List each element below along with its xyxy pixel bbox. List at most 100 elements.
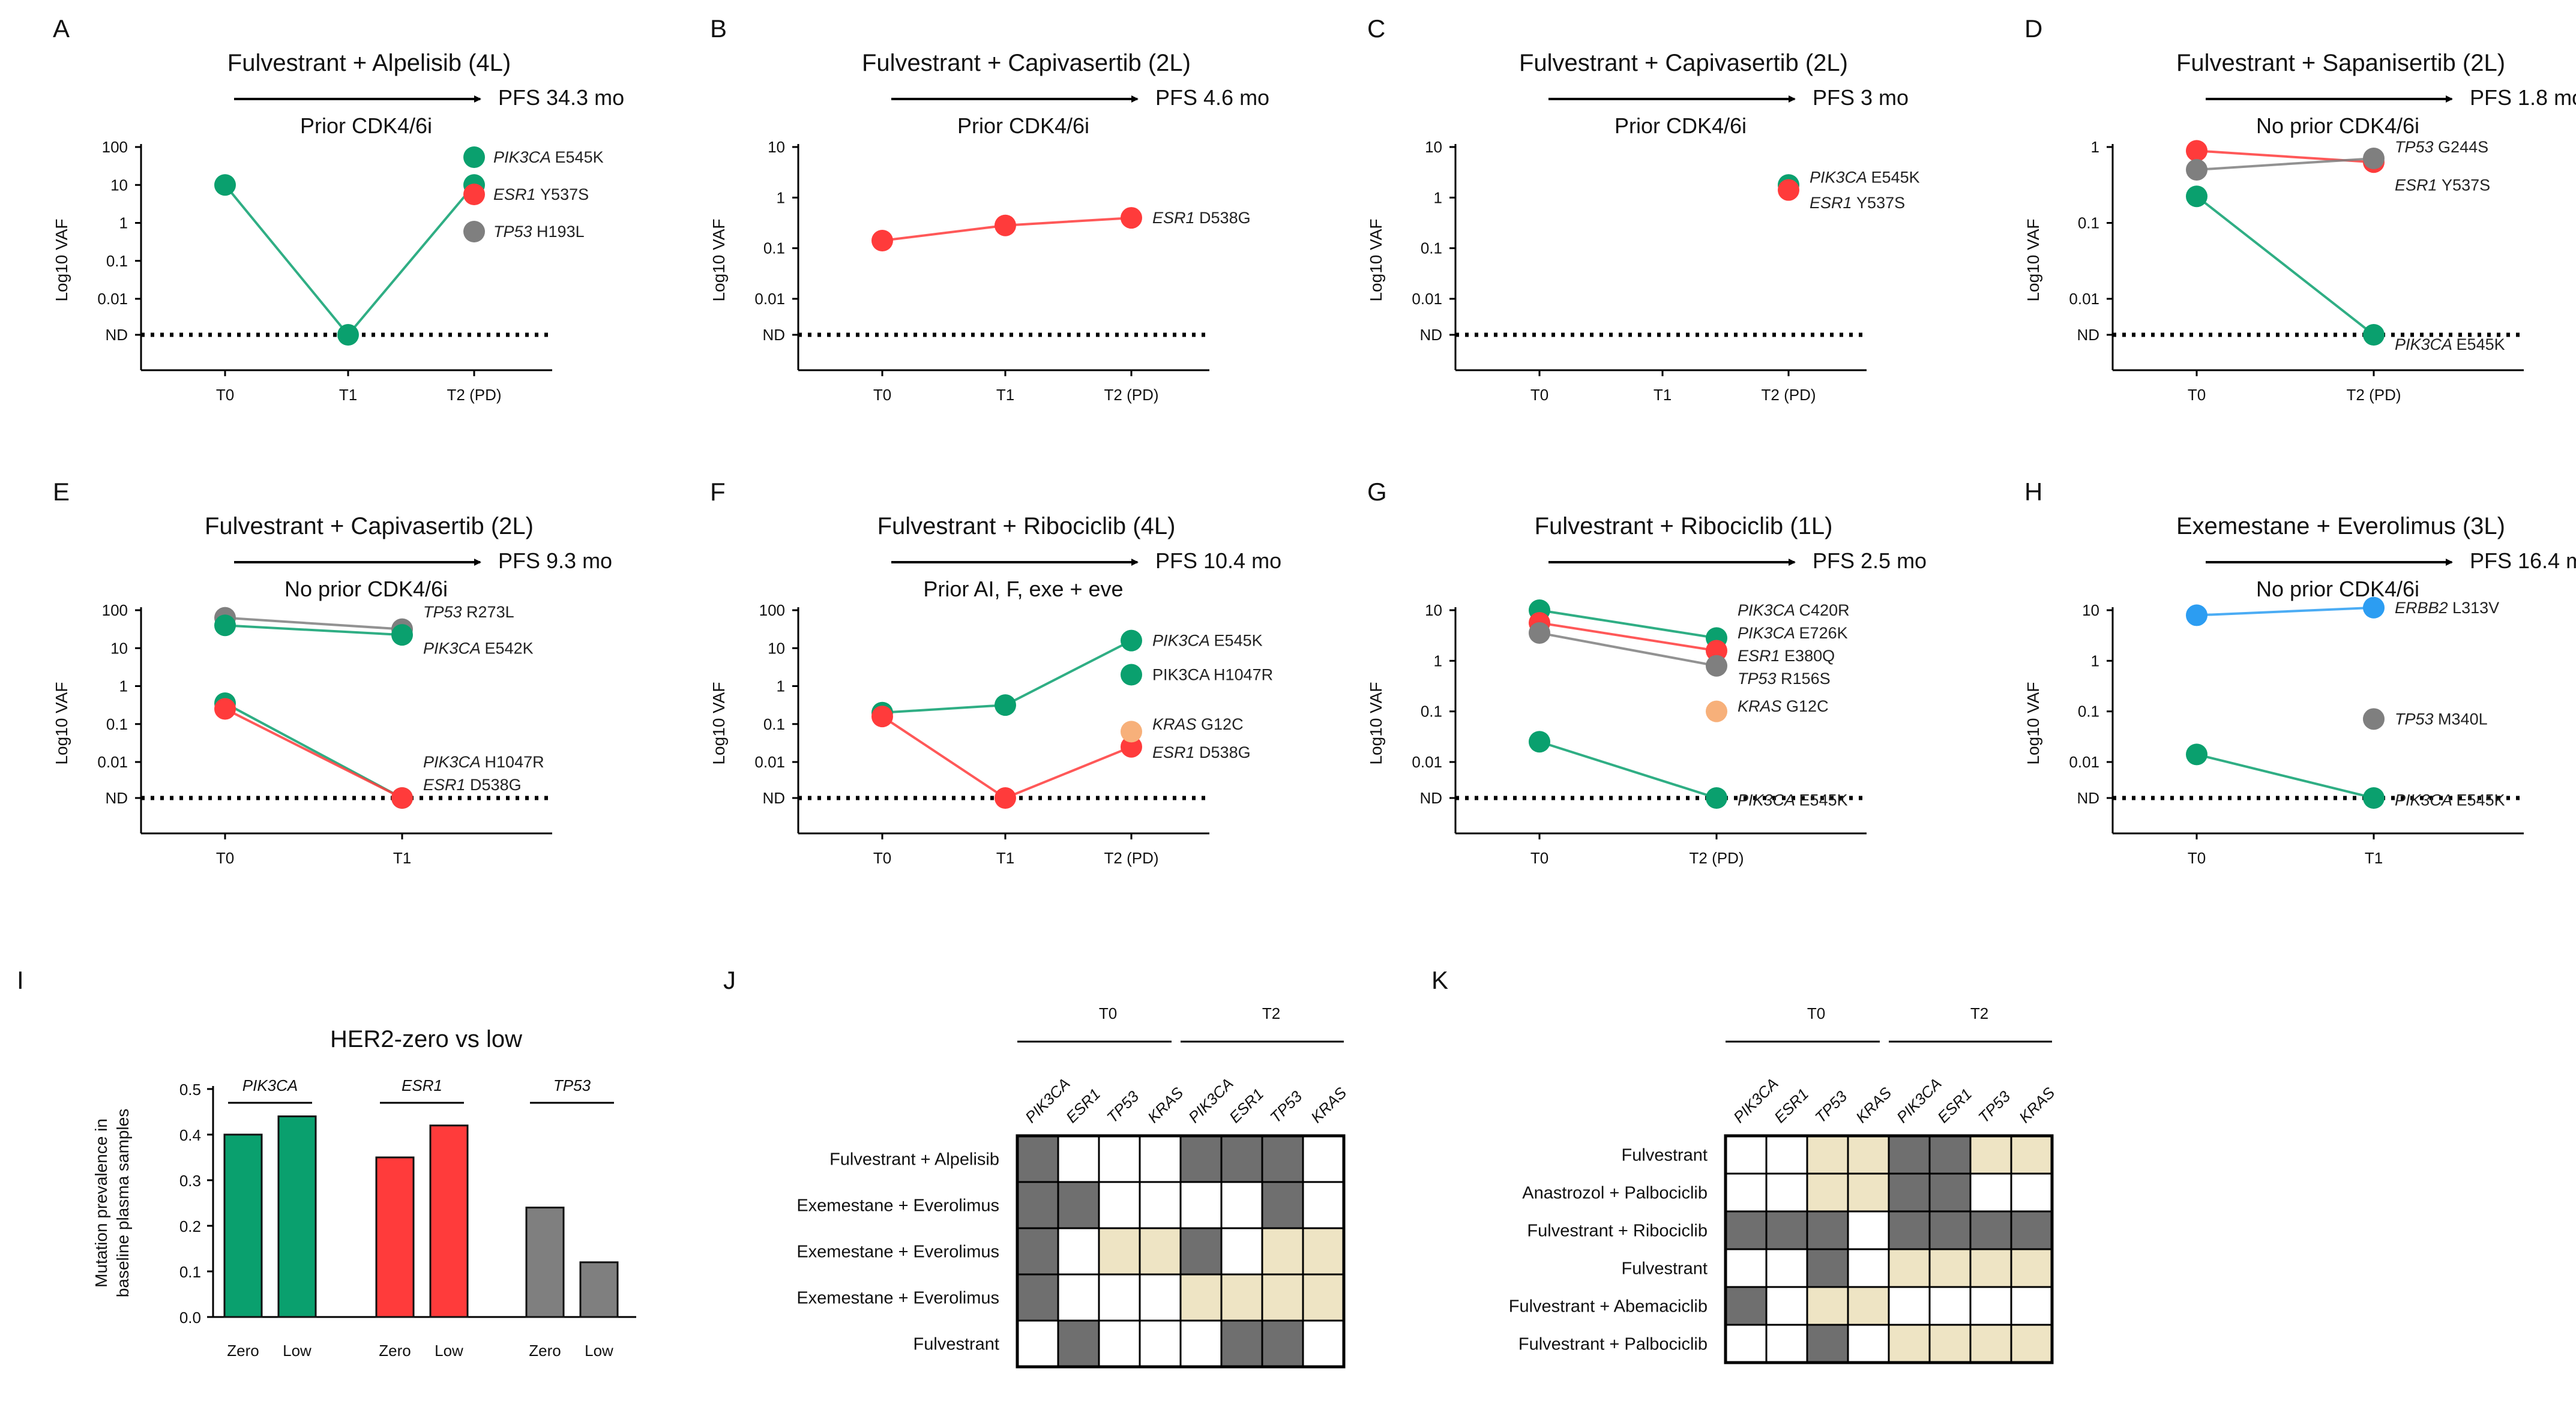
mutation-label: PIK3CA E726K — [1738, 624, 1848, 642]
heatmap-cell — [1928, 1286, 1972, 1326]
data-point-blue — [2363, 596, 2385, 619]
data-point-red — [2186, 140, 2207, 162]
mutation-label: TP53 R273L — [423, 603, 514, 621]
column-label: PIK3CA — [1893, 1075, 1945, 1127]
row-label: Fulvestrant + Palbociclib — [1518, 1335, 1708, 1354]
x-tick-label: T0 — [873, 386, 891, 404]
data-point-red — [871, 230, 893, 252]
data-point-red — [871, 706, 893, 728]
mutation-label: PIK3CA C420R — [1738, 601, 1850, 619]
heatmap-cell — [1724, 1324, 1768, 1364]
x-tick-label: Zero — [379, 1342, 411, 1360]
heatmap-cell — [1765, 1172, 1808, 1213]
data-point-red — [1706, 640, 1727, 662]
heatmap-cell — [1724, 1286, 1768, 1326]
mutation-label: PIK3CA E542K — [423, 639, 534, 657]
mutation-label: PIK3CA H1047R — [423, 753, 544, 771]
heatmap-cell — [1261, 1273, 1304, 1322]
prior-therapy-label: Prior CDK4/6i — [957, 113, 1089, 138]
y-tick-label: 0.01 — [97, 290, 128, 308]
pfs-label: PFS 4.6 mo — [1155, 85, 1269, 110]
y-axis-label: Log10 VAF — [709, 218, 728, 301]
prior-therapy-label: Prior CDK4/6i — [300, 113, 432, 138]
legend-marker-red — [463, 184, 485, 205]
heatmap-cell — [1847, 1172, 1890, 1213]
panel-letter: G — [1367, 478, 1387, 506]
data-point-green — [1529, 731, 1550, 753]
heatmap-cell — [1969, 1324, 2012, 1364]
row-label: Anastrozol + Palbociclib — [1522, 1184, 1708, 1203]
heatmap-cell — [1261, 1227, 1304, 1276]
legend-marker-gray — [463, 221, 485, 242]
heatmap-cell — [1220, 1227, 1263, 1276]
x-tick-label: Low — [435, 1342, 463, 1360]
series-line-green — [1539, 740, 1717, 799]
mutation-label: PIK3CA H1047R — [1152, 666, 1273, 684]
data-point-gray — [1529, 622, 1550, 644]
pfs-label: PFS 1.8 mo — [2470, 85, 2576, 110]
heatmap-cell — [1765, 1135, 1808, 1175]
y-tick-label: 0.01 — [754, 290, 785, 308]
y-tick-label: 0.1 — [2078, 703, 2099, 721]
heatmap-cell — [1261, 1135, 1304, 1183]
pfs-label: PFS 3 mo — [1813, 85, 1909, 110]
column-label: PIK3CA — [1022, 1075, 1074, 1127]
y-tick-label-nd: ND — [105, 789, 128, 807]
bar-pik3ca-low — [277, 1115, 317, 1318]
y-axis-label: Log10 VAF — [1367, 218, 1385, 301]
heatmap-cell — [1806, 1324, 1849, 1364]
column-label: KRAS — [1307, 1083, 1350, 1126]
heatmap-cell — [1888, 1210, 1931, 1250]
heatmap-cell — [2010, 1286, 2053, 1326]
y-tick-label: 10 — [768, 138, 785, 156]
panel-b: B Fulvestrant + Capivasertib (2L) PFS 4.6 … — [709, 14, 1269, 404]
series-line-green — [2196, 753, 2374, 799]
panel-letter: E — [53, 478, 70, 506]
heatmap-cell — [1098, 1227, 1141, 1276]
heatmap-cell — [2010, 1210, 2053, 1250]
mutation-label: PIK3CA E545K — [493, 148, 604, 166]
y-tick-label: 0.4 — [179, 1126, 201, 1144]
heatmap-cell — [1220, 1181, 1263, 1229]
heatmap-cell — [1847, 1286, 1890, 1326]
heatmap-cell — [1888, 1248, 1931, 1288]
x-tick-label: Low — [283, 1342, 311, 1360]
heatmap-cell — [2010, 1172, 2053, 1213]
heatmap-cell — [1139, 1181, 1182, 1229]
y-tick-label: 0.01 — [2069, 753, 2099, 771]
y-tick-label: 0.01 — [2069, 290, 2099, 308]
heatmap-border — [1724, 1134, 2054, 1364]
y-tick-label: 0.5 — [179, 1081, 201, 1099]
y-tick-label: 0.1 — [179, 1263, 201, 1281]
panel-c: C Fulvestrant + Capivasertib (2L) PFS 3 mo… — [1367, 14, 1920, 404]
data-point-green — [214, 614, 236, 637]
heatmap-cell — [1179, 1227, 1223, 1276]
row-label: Fulvestrant — [1622, 1146, 1708, 1165]
mutation-label: TP53 G244S — [2395, 138, 2488, 156]
row-label: Fulvestrant + Alpelisib — [829, 1150, 999, 1169]
heatmap-cell — [1928, 1324, 1972, 1364]
y-tick-label: 1 — [777, 188, 785, 206]
timepoint-header-t0: T0 — [1099, 1004, 1117, 1022]
heatmap-cell — [1928, 1248, 1972, 1288]
prior-therapy-label: No prior CDK4/6i — [2256, 577, 2419, 601]
bar-tp53-low — [579, 1261, 619, 1318]
prior-therapy-label: No prior CDK4/6i — [284, 577, 448, 601]
prior-therapy-label: Prior CDK4/6i — [1615, 113, 1747, 138]
heatmap-cell — [1179, 1135, 1223, 1183]
heatmap-cell — [1220, 1319, 1263, 1368]
panel-letter: C — [1367, 14, 1385, 43]
panel-title: HER2-zero vs low — [330, 1026, 522, 1052]
y-tick-label: 0.1 — [1421, 239, 1442, 257]
row-label: Fulvestrant — [1622, 1259, 1708, 1279]
x-tick-label: T0 — [2188, 849, 2206, 867]
data-point-red — [1121, 207, 1142, 229]
y-axis-label: Log10 VAF — [2024, 682, 2042, 764]
heatmap-cell — [1847, 1135, 1890, 1175]
data-point-green — [1121, 629, 1142, 652]
y-tick-label: 1 — [1434, 188, 1442, 206]
x-tick-label: T1 — [2365, 849, 2383, 867]
heatmap-cell — [1302, 1273, 1345, 1322]
series-line-red — [224, 707, 403, 799]
x-tick-label: Zero — [529, 1342, 561, 1360]
